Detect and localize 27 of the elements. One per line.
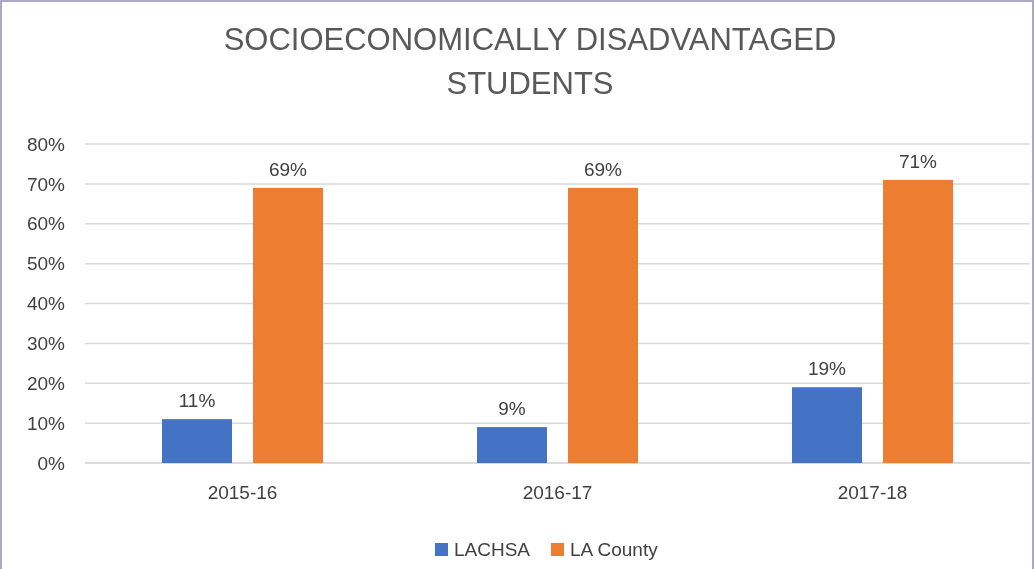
y-tick-label: 80% <box>26 133 66 155</box>
bar <box>253 187 323 463</box>
data-label: 69% <box>583 158 623 180</box>
data-label: 69% <box>268 158 308 180</box>
x-tick-label: 2015-16 <box>207 482 278 503</box>
data-label: 19% <box>807 358 847 380</box>
data-label: 71% <box>898 150 938 172</box>
bar <box>477 427 547 463</box>
y-tick-label: 20% <box>26 372 66 394</box>
bar <box>568 187 638 463</box>
legend-label: LACHSA <box>454 539 531 560</box>
legend-label: LA County <box>570 539 659 560</box>
y-tick-label: 10% <box>26 412 66 434</box>
y-tick-label: 0% <box>37 452 66 474</box>
chart-title: SOCIOECONOMICALLY DISADVANTAGED STUDENTS <box>223 22 837 101</box>
y-tick-label: 60% <box>26 213 66 235</box>
bar <box>792 387 862 463</box>
x-tick-label: 2017-18 <box>837 482 908 503</box>
bar <box>883 179 953 463</box>
x-tick-label: 2016-17 <box>522 482 593 503</box>
y-tick-label: 40% <box>26 293 66 315</box>
data-label: 9% <box>498 398 526 420</box>
y-tick-label: 70% <box>26 173 66 195</box>
y-tick-label: 30% <box>26 333 66 355</box>
data-label: 11% <box>178 390 216 412</box>
bar <box>162 419 232 463</box>
y-tick-label: 50% <box>26 253 66 275</box>
